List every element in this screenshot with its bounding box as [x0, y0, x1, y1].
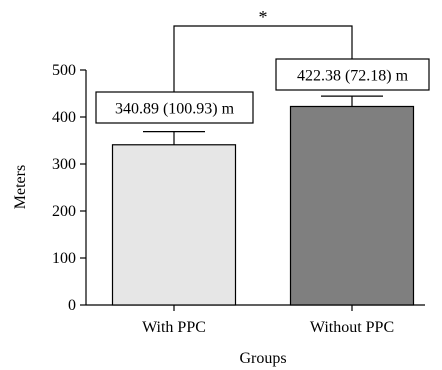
- value-label-box: [275, 58, 430, 91]
- significance-marker: *: [259, 7, 268, 27]
- x-tick-label: Without PPC: [310, 319, 394, 336]
- y-tick-label: 300: [52, 156, 76, 173]
- x-tick-label: With PPC: [142, 319, 206, 336]
- x-axis: With PPC Without PPC: [86, 304, 425, 336]
- y-axis-label: Meters: [12, 165, 29, 209]
- y-axis: 0 100 200 300 400 500: [52, 62, 87, 314]
- significance-line: [173, 25, 353, 93]
- value-label: 422.38 (72.18) m: [297, 68, 409, 85]
- value-label: 340.89 (100.93) m: [115, 101, 235, 118]
- value-labels: 340.89 (100.93) m 422.38 (72.18) m: [95, 58, 430, 124]
- significance-bracket: *: [173, 7, 353, 93]
- y-tick-label: 400: [52, 109, 76, 126]
- bar: [111, 144, 237, 306]
- error-bars: [143, 95, 383, 145]
- y-tick-label: 0: [68, 297, 76, 314]
- y-tick-label: 500: [52, 62, 76, 79]
- y-tick-label: 200: [52, 203, 76, 220]
- x-axis-label: Groups: [239, 350, 286, 367]
- bar: [289, 105, 415, 306]
- y-tick-label: 100: [52, 250, 76, 267]
- bars: [111, 105, 415, 306]
- value-label-box: [95, 91, 254, 124]
